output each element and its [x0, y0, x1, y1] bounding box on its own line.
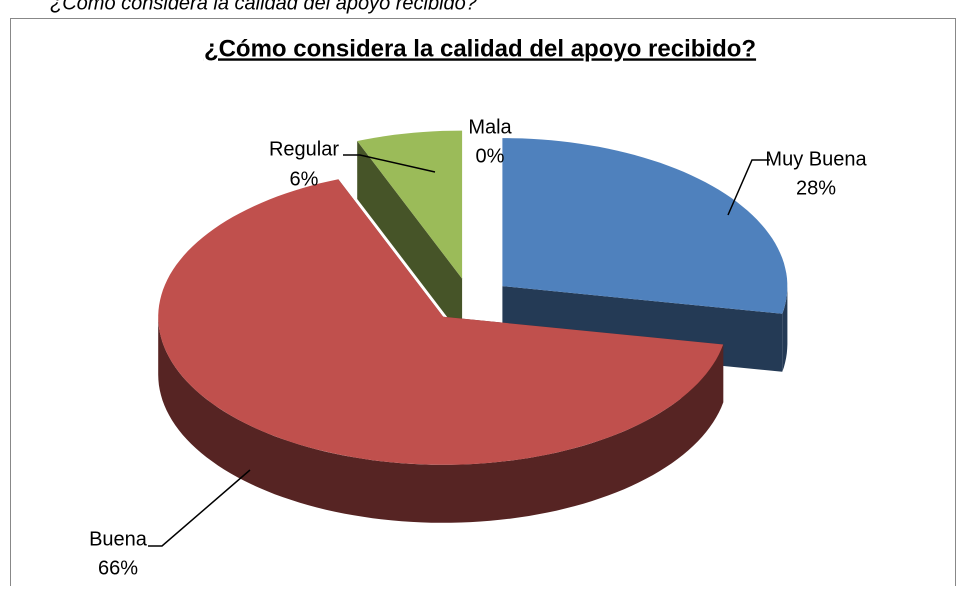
slice-label: Regular [269, 138, 339, 160]
slice-top [357, 130, 463, 279]
slice-label: Buena [89, 528, 148, 550]
slice-side [158, 316, 724, 523]
caption: ¿Cómo considera la calidad del apoyo rec… [50, 0, 478, 14]
slice [158, 179, 724, 523]
chart-title: ¿Cómo considera la calidad del apoyo rec… [204, 35, 756, 62]
slice-value-label: 0% [476, 145, 505, 167]
leader-line [343, 154, 436, 173]
slice-label: Muy Buena [765, 148, 867, 170]
slice-value-label: 66% [98, 557, 138, 579]
slice-top [158, 179, 724, 465]
slice-wall [357, 141, 463, 337]
leader-line [727, 159, 770, 216]
slice [357, 130, 463, 337]
pie [158, 130, 788, 523]
slice-top [502, 138, 788, 314]
slice-label: Mala [468, 116, 512, 138]
slice-value-label: 6% [290, 168, 319, 190]
leader-line [148, 469, 251, 547]
slice-side [782, 286, 788, 372]
slice-value-label: 28% [796, 177, 836, 199]
